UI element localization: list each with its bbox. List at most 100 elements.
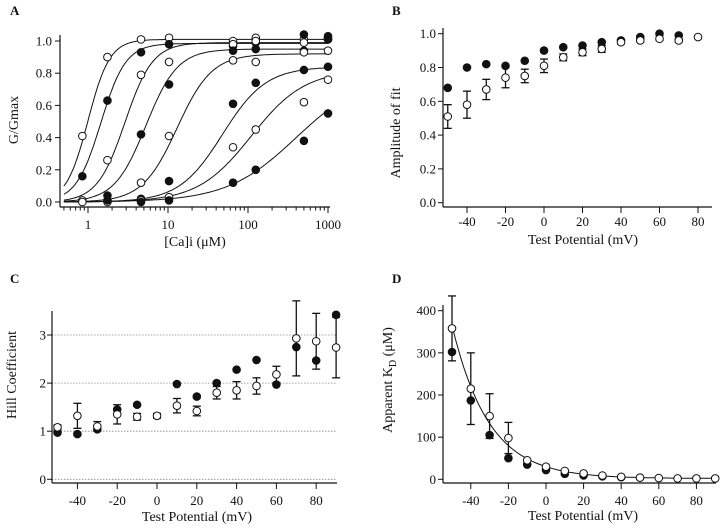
y-tick-label: 0.6 [36, 98, 53, 113]
open-data-point [132, 412, 142, 422]
x-tick-label: 40 [615, 493, 628, 508]
filled-data-point [164, 196, 174, 205]
filled-data-point [299, 30, 309, 39]
open-data-point [501, 73, 510, 82]
panel-letter-c: C [10, 271, 19, 286]
filled-data-point [462, 63, 472, 72]
y-tick-label: 0.8 [36, 66, 52, 81]
x-tick-label: -20 [500, 493, 517, 508]
panel-letter-b: B [392, 3, 401, 18]
open-data-point [558, 53, 568, 62]
x-tick-label: 0 [154, 493, 161, 508]
x-tick-label: 20 [576, 214, 589, 229]
open-data-point [103, 155, 112, 165]
open-data-point [710, 474, 720, 483]
filled-data-point [136, 130, 146, 139]
open-data-point [323, 75, 333, 84]
filled-data-point [132, 400, 142, 410]
open-data-point [299, 97, 309, 107]
open-data-point [251, 36, 261, 46]
open-data-point [73, 411, 82, 421]
x-tick-label: 80 [690, 493, 703, 508]
open-data-point [172, 401, 182, 411]
open-data-point [228, 142, 238, 152]
open-data-point [292, 334, 301, 343]
y-axis-label: G/Gmax [7, 96, 22, 144]
open-data-point [232, 386, 241, 395]
open-data-point [299, 38, 309, 47]
y-tick-label: 1.0 [420, 26, 436, 41]
open-data-point [504, 433, 513, 443]
open-data-point [541, 462, 551, 471]
fit-curve [63, 67, 329, 203]
filled-data-point [323, 62, 333, 72]
y-axis-label: Apparent KD (μM) [381, 327, 399, 433]
y-tick-label: 100 [417, 430, 437, 445]
open-data-point [152, 411, 162, 421]
y-tick-label: 0.2 [36, 162, 52, 177]
filled-data-point [228, 99, 238, 109]
x-axis-label: [Ca]i (μM) [164, 235, 226, 250]
y-tick-label: 1.0 [36, 34, 52, 49]
open-data-point [481, 85, 491, 94]
x-tick-label: 60 [270, 493, 283, 508]
open-data-point [272, 370, 281, 379]
filled-data-point [73, 429, 82, 439]
y-axis-label-subscript: D [388, 360, 399, 367]
open-data-point [78, 131, 87, 141]
open-data-point [443, 112, 453, 121]
filled-data-point [252, 355, 261, 365]
fit-curve [63, 76, 329, 203]
x-tick-label: 20 [577, 493, 590, 508]
x-tick-label: -40 [69, 493, 86, 508]
x-tick-label: 80 [310, 493, 323, 508]
panel-c: 0 1 2 3 -40 -20 0 20 40 60 80 Test Potential (mV) Hi… [5, 300, 341, 525]
open-data-point [655, 34, 664, 44]
y-tick-label: 300 [417, 345, 437, 360]
panel-letter-a: A [10, 3, 20, 18]
y-tick-label: 0.4 [36, 130, 53, 145]
open-data-point [447, 324, 457, 333]
open-data-point [164, 57, 174, 67]
open-data-point [520, 71, 530, 81]
y-tick-label: 1 [40, 424, 47, 439]
y-tick-label: 0.2 [420, 161, 436, 176]
filled-data-point [520, 56, 530, 66]
filled-data-point [164, 80, 174, 89]
filled-data-point [78, 171, 87, 181]
filled-data-point [103, 196, 112, 205]
x-tick-label: 10 [162, 217, 175, 232]
filled-data-point [299, 65, 309, 75]
y-tick-label: 0.6 [420, 94, 437, 109]
x-tick-label: 20 [190, 493, 203, 508]
x-tick-label: 0 [541, 214, 548, 229]
x-tick-label: 0 [543, 493, 550, 508]
filled-data-point [558, 42, 568, 52]
open-data-point [598, 471, 607, 480]
open-data-point [331, 343, 341, 352]
y-tick-label: 3 [40, 328, 47, 343]
open-data-point [579, 469, 588, 478]
x-tick-label: 60 [653, 214, 666, 229]
open-data-point [299, 47, 309, 57]
x-axis-label: Test Potential (mV) [528, 233, 639, 248]
fit-curve [63, 42, 328, 201]
open-data-point [616, 37, 626, 47]
filled-data-point [164, 176, 174, 186]
x-tick-label: 40 [615, 214, 628, 229]
open-data-point [93, 422, 102, 431]
y-tick-label: 200 [417, 388, 437, 403]
open-data-point [635, 36, 645, 45]
filled-data-point [172, 379, 182, 389]
open-data-point [252, 381, 261, 391]
y-tick-label: 0 [430, 472, 437, 487]
open-data-point [578, 47, 587, 57]
filled-data-point [539, 46, 549, 55]
filled-data-point [192, 392, 202, 401]
y-tick-label: 0.0 [36, 195, 52, 210]
fit-curve [63, 109, 329, 203]
open-data-point [53, 423, 62, 432]
open-data-point [597, 44, 607, 54]
open-data-point [522, 456, 532, 465]
filled-data-point [232, 365, 241, 374]
